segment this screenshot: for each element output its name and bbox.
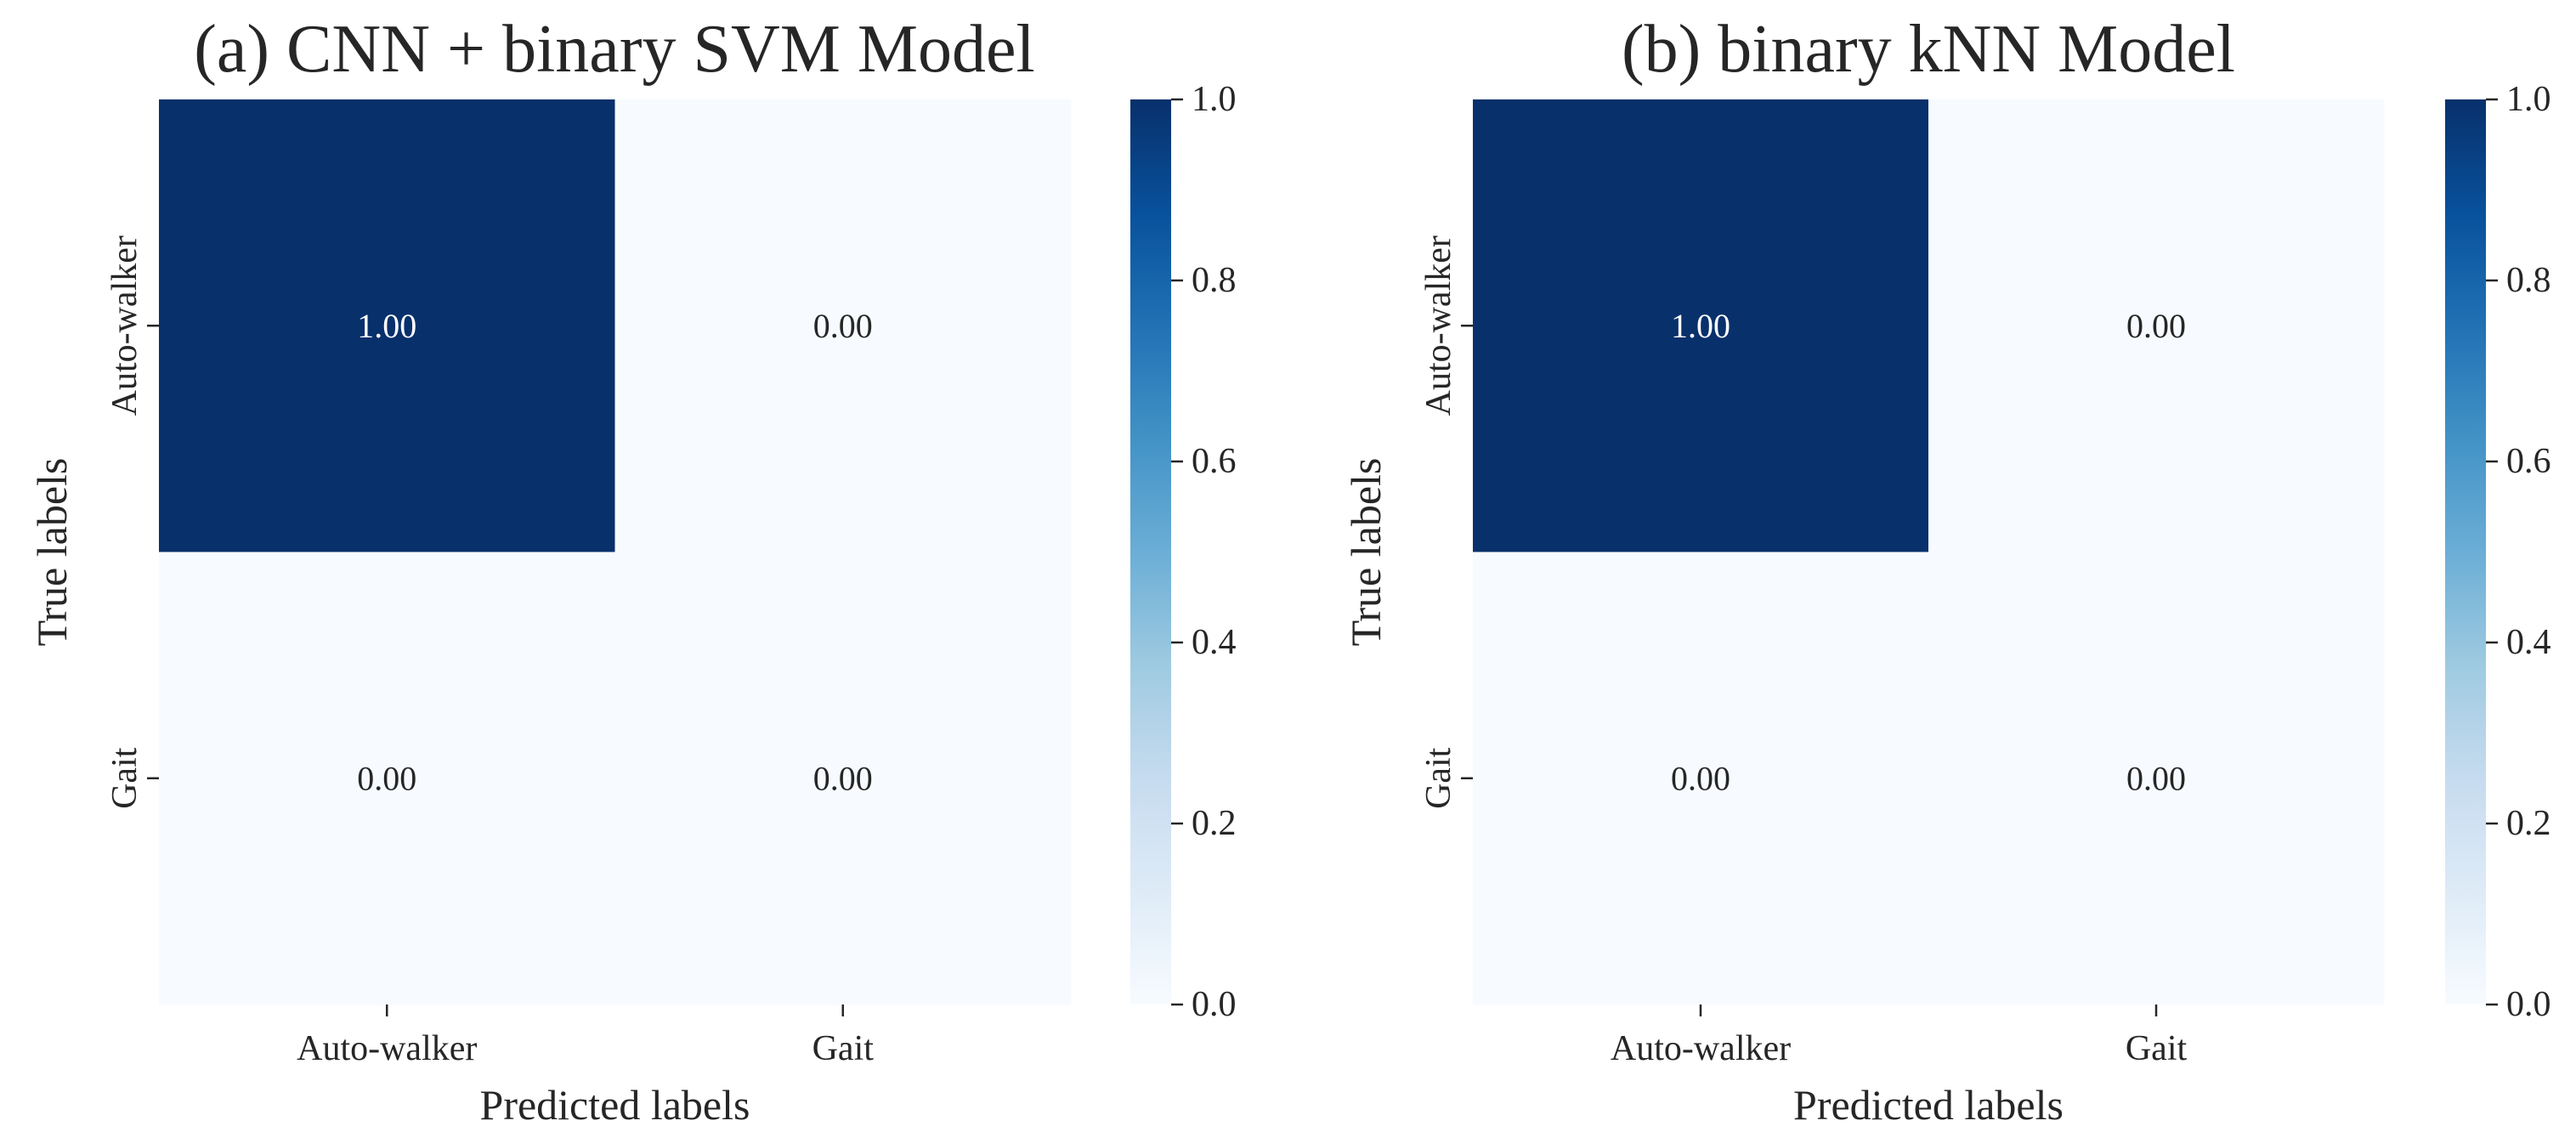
cell-value-label: 0.00 (813, 759, 873, 797)
colorbar-tick-label: 0.0 (1192, 985, 1237, 1024)
colorbar-tick-label: 0.6 (1192, 442, 1237, 481)
heatmap-cell (159, 552, 615, 1005)
chart-title: (b) binary kNN Model (1622, 12, 2235, 87)
colorbar-tick-label: 0.2 (2506, 804, 2551, 843)
cell-value-label: 0.00 (1671, 759, 1730, 797)
cell-value-label: 0.00 (2126, 307, 2186, 345)
heatmap-cell (1928, 99, 2385, 552)
y-tick-label: Gait (105, 747, 144, 809)
heatmap-cell (159, 99, 615, 552)
y-tick-label: Auto-walker (1419, 235, 1458, 416)
y-axis-label: True labels (1342, 458, 1390, 647)
colorbar (1130, 99, 1171, 1005)
x-tick-label: Gait (812, 1029, 875, 1068)
x-tick-label: Auto-walker (1611, 1029, 1791, 1068)
x-tick-label: Auto-walker (297, 1029, 477, 1068)
x-tick-label: Gait (2126, 1029, 2188, 1068)
cell-value-label: 0.00 (2126, 759, 2186, 797)
heatmap-cell (614, 552, 1072, 1005)
colorbar-tick-label: 0.8 (2506, 261, 2551, 300)
chart-title: (a) CNN + binary SVM Model (194, 12, 1034, 87)
heatmap-cell (614, 99, 1072, 552)
cell-value-label: 0.00 (813, 307, 873, 345)
y-axis-label: True labels (28, 458, 76, 647)
confusion-matrix-panel-b: (b) binary kNN Model 1.00 0.00 0.00 0.00 Auto… (1342, 12, 2551, 1129)
x-axis-label: Predicted labels (480, 1081, 750, 1129)
heatmap-cell (1928, 552, 2385, 1005)
colorbar-tick-label: 0.0 (2506, 985, 2551, 1024)
heatmap-cell (1473, 99, 1929, 552)
heatmap-cell (1473, 552, 1929, 1005)
y-tick-label: Gait (1419, 747, 1458, 809)
colorbar-tick-label: 0.8 (1192, 261, 1237, 300)
colorbar-tick-label: 1.0 (1192, 80, 1237, 119)
colorbar-tick-label: 0.4 (1192, 623, 1237, 662)
colorbar (2445, 99, 2486, 1005)
colorbar-tick-label: 1.0 (2506, 80, 2551, 119)
y-tick-label: Auto-walker (105, 235, 144, 416)
x-axis-label: Predicted labels (1793, 1081, 2064, 1129)
cell-value-label: 1.00 (1671, 307, 1730, 345)
cell-value-label: 1.00 (357, 307, 416, 345)
colorbar-tick-label: 0.2 (1192, 804, 1237, 843)
confusion-matrix-panel-a: (a) CNN + binary SVM Model 1.00 0.00 0.00 0.… (28, 12, 1237, 1129)
colorbar-tick-label: 0.6 (2506, 442, 2551, 481)
cell-value-label: 0.00 (357, 759, 416, 797)
colorbar-tick-label: 0.4 (2506, 623, 2551, 662)
